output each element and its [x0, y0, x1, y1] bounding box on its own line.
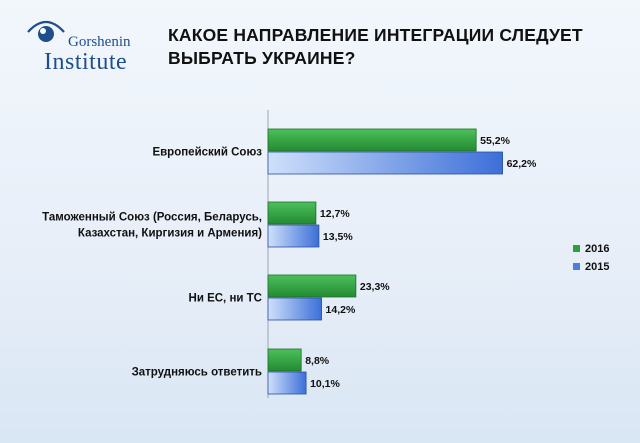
category-label-3: Затрудняюсь ответить — [132, 367, 262, 379]
logo-name-line1: Gorshenin — [68, 34, 131, 50]
data-label-2015-1: 13,5% — [323, 231, 353, 243]
category-label-1: Казахстан, Киргизия и Армения) — [78, 228, 262, 240]
bar-2016-2 — [267, 274, 357, 298]
bar-2016-1 — [267, 201, 317, 225]
data-label-2015-0: 62,2% — [507, 158, 537, 170]
chart-title: КАКОЕ НАПРАВЛЕНИЕ ИНТЕГРАЦИИ СЛЕДУЕТ ВЫБ… — [168, 25, 583, 68]
data-label-2016-2: 23,3% — [360, 281, 390, 293]
logo: Gorshenin Institute — [16, 12, 146, 75]
logo-name-line2: Institute — [44, 49, 128, 75]
legend-label-2015: 2015 — [585, 261, 609, 273]
category-label-1: Таможенный Союз (Россия, Беларусь, — [42, 212, 262, 224]
bar-2015-1 — [267, 224, 320, 248]
bar-2016-3 — [267, 348, 302, 372]
category-label-2: Ни ЕС, ни ТС — [189, 293, 262, 305]
data-label-2015-2: 14,2% — [326, 304, 356, 316]
legend-swatch-2016 — [573, 245, 580, 252]
bar-2016-0 — [267, 128, 477, 152]
bar-2015-3 — [267, 371, 307, 395]
bar-2015-2 — [267, 297, 322, 321]
eye-logo-icon — [27, 20, 65, 42]
data-label-2016-3: 8,8% — [305, 355, 330, 367]
data-label-2016-1: 12,7% — [320, 208, 350, 220]
legend-label-2016: 2016 — [585, 243, 609, 255]
data-label-2016-0: 55,2% — [480, 135, 510, 147]
legend-swatch-2015 — [573, 263, 580, 270]
category-label-0: Европейский Союз — [152, 147, 262, 159]
data-label-2015-3: 10,1% — [310, 378, 340, 390]
bar-2015-0 — [267, 151, 503, 175]
